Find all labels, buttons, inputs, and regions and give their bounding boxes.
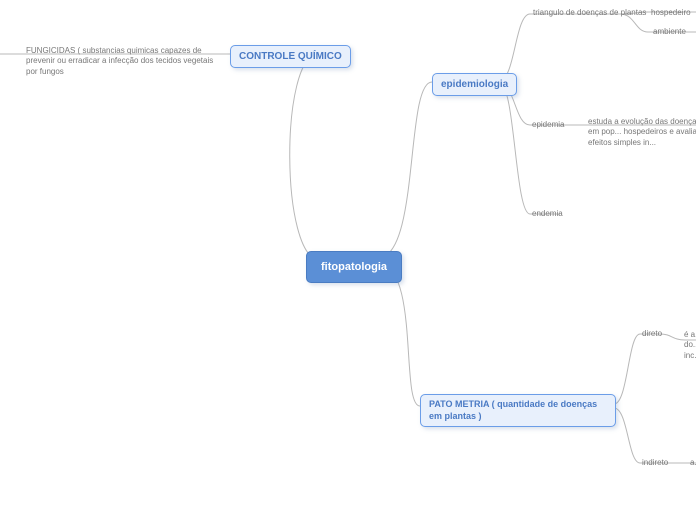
epidemiologia-node[interactable]: epidemiologia	[432, 73, 517, 96]
fungicidas-text: FUNGICIDAS ( substancias quimicas capaze…	[26, 46, 221, 77]
ambiente-text: ambiente	[653, 27, 686, 37]
indireto-text: indireto	[642, 458, 668, 468]
direto-desc-text: é a... do... inc...	[684, 330, 696, 361]
indireto-desc-text: a...	[690, 458, 696, 468]
pato-metria-node[interactable]: PATO METRIA ( quantidade de doenças em p…	[420, 394, 616, 427]
triangulo-text: triangulo de doenças de plantas	[533, 8, 646, 18]
direto-text: direto	[642, 329, 662, 339]
endemia-text: endemia	[532, 209, 563, 219]
hospedeiro-text: hospedeiro	[651, 8, 691, 18]
controle-quimico-node[interactable]: CONTROLE QUÍMICO	[230, 45, 351, 68]
epidemia-text: epidemia	[532, 120, 564, 130]
epidemia-desc-text: estuda a evolução das doenças em pop... …	[588, 117, 696, 148]
center-node[interactable]: fitopatologia	[306, 251, 402, 283]
